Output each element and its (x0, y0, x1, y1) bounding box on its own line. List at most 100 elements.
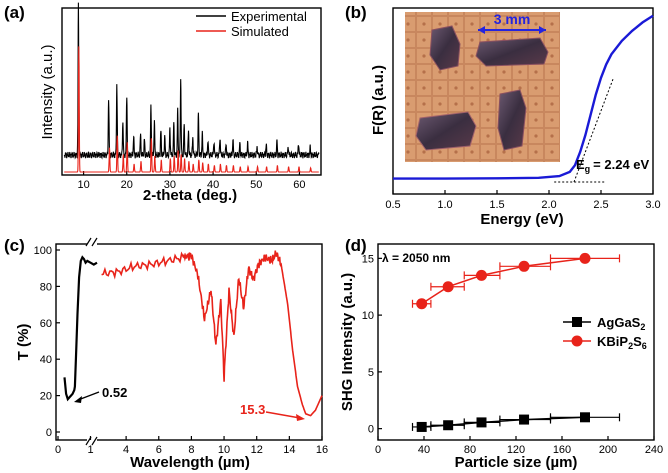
panel-b-frame (392, 7, 654, 195)
panel-a-x-ticks: 10 20 30 40 50 60 (77, 171, 306, 191)
x-tick-label: 1.5 (489, 199, 504, 211)
panel-d-series (411, 252, 621, 432)
panel-a-xrd: (a) 10 20 30 40 50 60 2-theta (deg.) Intensit… (4, 2, 322, 204)
x-tick-label: 10 (77, 179, 89, 191)
band-gap-annotation: Eg = 2.24 eV (576, 157, 650, 174)
axis-break-mask-top (87, 236, 97, 248)
x-tick-label: 80 (464, 444, 476, 456)
y-tick-label: 20 (40, 391, 52, 403)
wavelength-label: λ = 2050 nm (382, 251, 450, 265)
crystal-4 (497, 89, 527, 151)
x-tick-label: 10 (218, 444, 230, 456)
annotation-15.3-arrowhead (296, 414, 305, 421)
x-tick-label: 0 (55, 444, 61, 456)
y-tick-label: 0 (368, 424, 374, 436)
x-tick-label: 12 (251, 444, 263, 456)
x-tick-label: 30 (164, 179, 176, 191)
x-tick-label: 40 (207, 179, 219, 191)
panel-c-y-axis-label: T (%) (15, 324, 32, 361)
y-tick-label: 0 (46, 427, 52, 439)
series-experimental-line (63, 2, 320, 160)
data-point-circle (416, 298, 428, 310)
legend-simulated-label: Simulated (231, 24, 289, 39)
scale-bar-label: 3 mm (494, 11, 531, 27)
x-tick-label: 0.5 (385, 199, 400, 211)
x-tick-label: 60 (293, 179, 305, 191)
data-point-circle (476, 269, 487, 281)
x-tick-label: 1 (87, 444, 93, 456)
annotation-0.52: 0.52 (102, 385, 127, 400)
panel-c-curves (63, 250, 323, 417)
series-simulated-line (64, 46, 319, 173)
panel-a-label: (a) (4, 3, 25, 22)
uv-vis-transmittance-line (63, 255, 98, 402)
panel-d-legend: AgGaS2 KBiP2S6 (563, 315, 647, 351)
y-tick-label: 80 (40, 281, 52, 293)
panel-d-x-axis-label: Particle size (µm) (455, 454, 578, 471)
x-tick-label: 200 (599, 444, 617, 456)
x-tick-label: 3.0 (645, 199, 660, 211)
legend-aggas2-label: AgGaS2 (597, 315, 645, 332)
x-tick-label: 2.0 (541, 199, 556, 211)
annotation-15.3-arrow (265, 411, 301, 419)
x-tick-label: 40 (418, 444, 430, 456)
crystal-3 (415, 111, 477, 151)
y-tick-label: 10 (362, 310, 374, 322)
data-point-square (580, 412, 590, 423)
data-point-square (476, 417, 487, 428)
scale-arrow-right (539, 26, 546, 34)
x-tick-label: 20 (121, 179, 133, 191)
y-tick-label: 60 (40, 318, 52, 330)
y-tick-label: 15 (362, 253, 374, 265)
x-tick-label: 240 (645, 444, 663, 456)
legend-kbip2s6-marker (571, 335, 583, 347)
panel-b-x-ticks: 0.5 1.0 1.5 2.0 2.5 3.0 (385, 190, 661, 211)
data-point-square (443, 420, 454, 431)
band-gap-tangent-line (573, 77, 614, 183)
x-tick-label: 8 (188, 444, 194, 456)
panel-d-ticks: 0 40 80 120 160 200 240 0 5 10 15 (362, 253, 663, 456)
x-tick-label: 0 (375, 444, 381, 456)
x-tick-label: 6 (156, 444, 162, 456)
data-point-square (416, 421, 427, 432)
axis-break-mask-bottom (87, 436, 97, 446)
data-point-circle (579, 252, 591, 264)
panel-a-frame (61, 7, 322, 176)
series-kbip2s6-line (421, 257, 586, 305)
panel-c-frame (55, 243, 323, 441)
y-tick-label: 40 (40, 354, 52, 366)
panel-b-label: (b) (345, 3, 367, 22)
x-tick-label: 160 (553, 444, 571, 456)
crystal-2 (475, 37, 549, 67)
panel-d-label: (d) (345, 236, 367, 255)
x-tick-label: 14 (283, 444, 295, 456)
legend-aggas2-marker (572, 317, 582, 327)
panel-b-x-axis-label: Energy (eV) (480, 211, 563, 228)
data-point-circle (442, 281, 454, 293)
annotation-0.52-arrowhead (74, 396, 82, 403)
panel-a-curves (63, 2, 320, 173)
panel-b-y-axis-label: F(R) (a.u.) (370, 65, 387, 135)
panel-a-legend: Experimental Simulated (196, 9, 307, 39)
panel-b-curve (393, 14, 654, 183)
legend-kbip2s6-label: KBiP2S6 (597, 334, 647, 351)
scale-arrow-left (478, 26, 485, 34)
y-tick-label: 100 (34, 245, 52, 257)
x-tick-label: 50 (250, 179, 262, 191)
annotation-15.3: 15.3 (240, 402, 265, 417)
reflectance-line (393, 14, 654, 180)
panel-b-diffuse-reflectance: (b) 0.5 1.0 1.5 2.0 2.5 3.0 F(R) (a.u.) Energ… (345, 3, 661, 228)
crystal-1 (429, 25, 461, 71)
x-tick-label: 2.5 (593, 199, 608, 211)
x-tick-label: 1.0 (437, 199, 452, 211)
panel-c-label: (c) (4, 236, 25, 255)
data-point-circle (518, 260, 530, 272)
ir-transmittance-line (101, 250, 323, 417)
data-point-square (519, 414, 530, 425)
panel-d-y-axis-label: SHG Intensity (a.u.) (339, 273, 356, 411)
y-tick-label: 5 (368, 367, 374, 379)
